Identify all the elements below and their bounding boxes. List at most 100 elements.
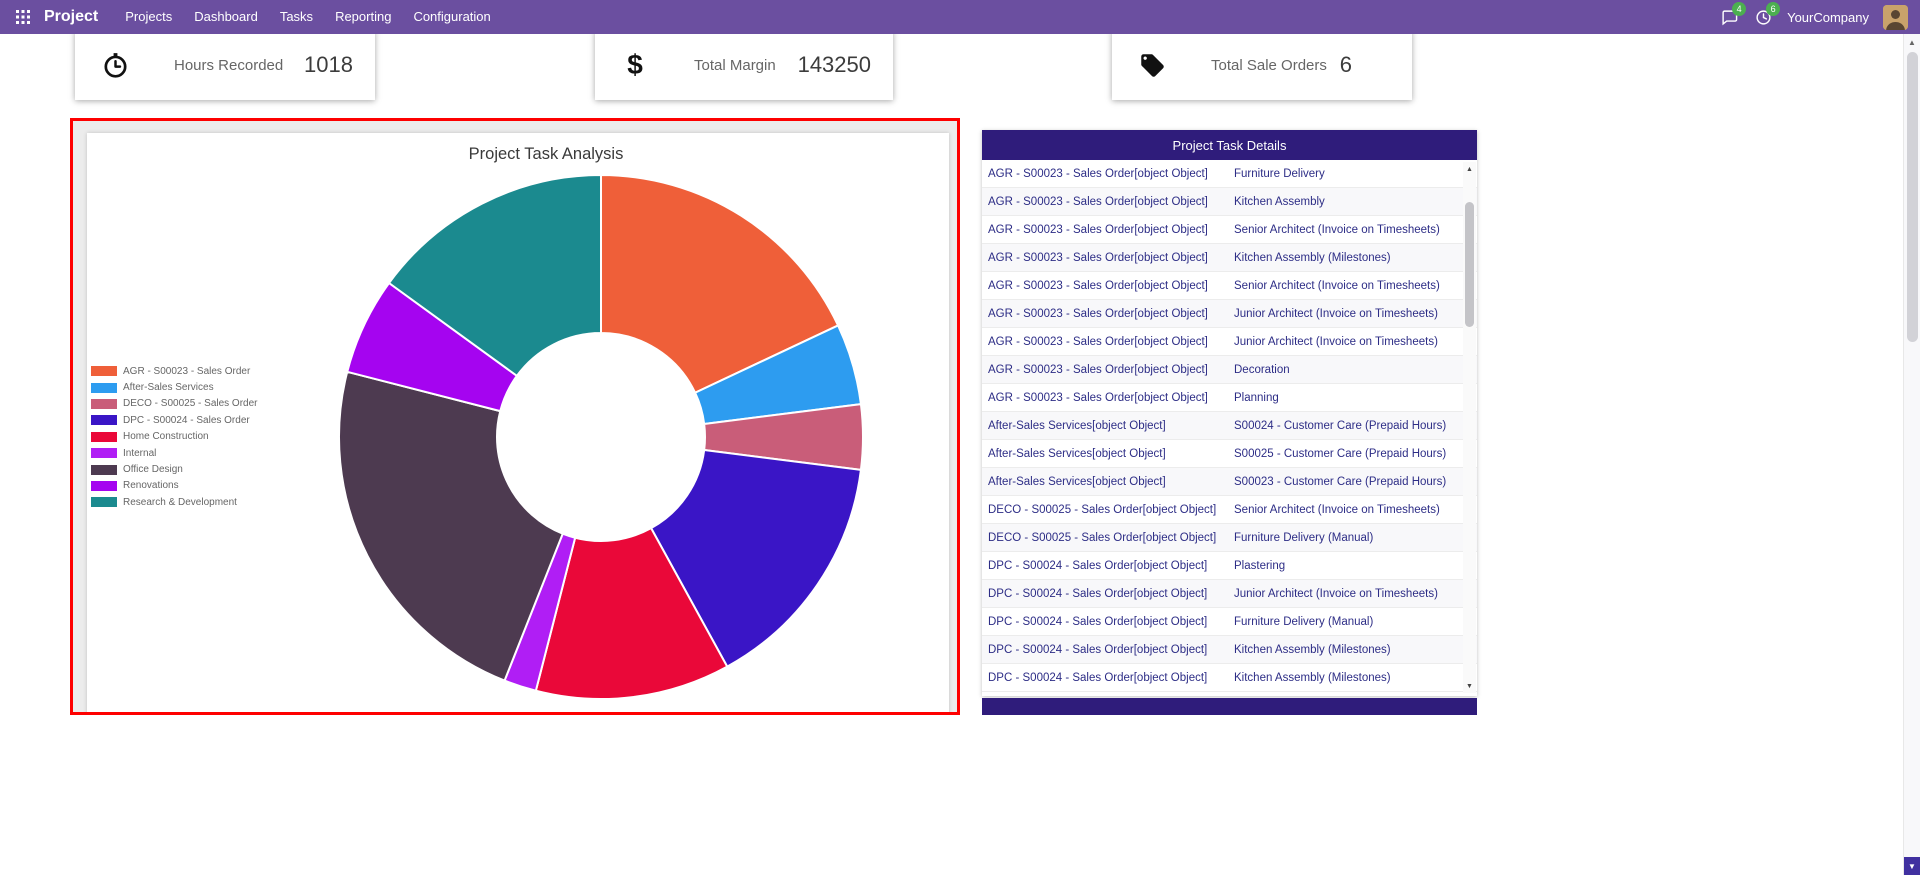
table-row: AGR - S00023 - Sales Order[object Object… <box>982 160 1477 188</box>
scroll-down-icon[interactable]: ▼ <box>1466 682 1473 690</box>
cell-task: Plastering <box>1234 559 1286 572</box>
legend-swatch <box>91 448 117 459</box>
table-row: AGR - S00023 - Sales Order[object Object… <box>982 272 1477 300</box>
legend-item[interactable]: AGR - S00023 - Sales Order <box>91 363 258 379</box>
cell-project: DECO - S00025 - Sales Order[object Objec… <box>988 503 1217 516</box>
messages-badge: 4 <box>1732 2 1747 16</box>
nav-menu-item-dashboard[interactable]: Dashboard <box>194 9 258 24</box>
table-row: After-Sales Services[object Object] S0002… <box>982 468 1477 496</box>
page-scrollbar[interactable]: ▲ ▼ <box>1903 34 1920 875</box>
company-name[interactable]: YourCompany <box>1787 9 1869 25</box>
legend-label: Office Design <box>123 464 183 476</box>
legend-item[interactable]: Renovations <box>91 478 258 494</box>
legend-swatch <box>91 398 117 409</box>
kpi-value: 143250 <box>797 52 871 77</box>
cell-task: Senior Architect (Invoice on Timesheets) <box>1234 223 1440 236</box>
messages-button[interactable]: 4 <box>1719 2 1747 27</box>
table-row: After-Sales Services[object Object] S0002… <box>982 440 1477 468</box>
table-row: DPC - S00024 - Sales Order[object Object… <box>982 552 1477 580</box>
project-task-details-panel: Project Task Details AGR - S00023 - Sale… <box>982 130 1477 696</box>
task-table[interactable]: AGR - S00023 - Sales Order[object Object… <box>982 160 1477 696</box>
table-row: DPC - S00024 - Sales Order[object Object… <box>982 608 1477 636</box>
user-avatar[interactable] <box>1883 4 1908 30</box>
table-row: AGR - S00023 - Sales Order[object Object… <box>982 300 1477 328</box>
dollar-icon: $ <box>627 49 643 80</box>
legend-label: Renovations <box>123 480 179 492</box>
donut-slice-3[interactable] <box>649 448 863 668</box>
legend-item[interactable]: DPC - S00024 - Sales Order <box>91 412 258 428</box>
nav-menu-item-configuration[interactable]: Configuration <box>413 9 491 24</box>
cell-task: Junior Architect (Invoice on Timesheets) <box>1234 335 1438 348</box>
cell-task: Kitchen Assembly <box>1234 195 1325 208</box>
cell-project: After-Sales Services[object Object] <box>988 447 1166 460</box>
cell-task: Senior Architect (Invoice on Timesheets) <box>1234 503 1440 516</box>
cell-task: Furniture Delivery (Manual) <box>1234 615 1374 628</box>
legend-item[interactable]: Office Design <box>91 461 258 477</box>
cell-project: AGR - S00023 - Sales Order[object Object… <box>988 251 1208 264</box>
table-row: DPC - S00024 - Sales Order[object Object… <box>982 636 1477 664</box>
panel-scroll-thumb[interactable] <box>1465 202 1474 327</box>
cell-task: Kitchen Assembly (Milestones) <box>1234 643 1391 656</box>
page-scroll-thumb[interactable] <box>1907 52 1918 342</box>
tags-icon <box>1137 50 1167 80</box>
nav-menu-item-tasks[interactable]: Tasks <box>279 9 314 24</box>
page-scroll-down-icon[interactable]: ▼ <box>1904 857 1920 875</box>
legend-swatch <box>91 366 117 377</box>
app-title[interactable]: Project <box>44 8 99 25</box>
table-row: AGR - S00023 - Sales Order[object Object… <box>982 216 1477 244</box>
cell-task: Kitchen Assembly (Milestones) <box>1234 251 1391 264</box>
kpi-value: 6 <box>1339 52 1352 77</box>
project-task-analysis-card: Project Task Analysis AGR - S00023 - Sal… <box>70 118 960 715</box>
kpi-card-total-margin: $ Total Margin 143250 <box>595 30 893 100</box>
activities-button[interactable]: 6 <box>1753 2 1781 27</box>
panel-scrollbar[interactable]: ▲ ▼ <box>1463 162 1476 693</box>
legend-label: AGR - S00023 - Sales Order <box>123 365 251 377</box>
table-row: AGR - S00023 - Sales Order[object Object… <box>982 244 1477 272</box>
legend-item[interactable]: Home Construction <box>91 429 258 445</box>
top-navbar: Project Projects Dashboard Tasks Reporting C… <box>0 0 1920 34</box>
cell-project: AGR - S00023 - Sales Order[object Object… <box>988 279 1208 292</box>
nav-menu-item-reporting[interactable]: Reporting <box>335 9 392 24</box>
apps-grid-icon[interactable] <box>10 4 36 30</box>
panel-header: Project Task Details <box>982 130 1477 160</box>
page-scroll-up-icon[interactable]: ▲ <box>1908 37 1916 47</box>
cell-task: Furniture Delivery (Manual) <box>1234 531 1374 544</box>
chart-canvas-area: Project Task Analysis AGR - S00023 - Sal… <box>87 133 949 712</box>
cell-task: Junior Architect (Invoice on Timesheets) <box>1234 307 1438 320</box>
legend-label: Home Construction <box>123 431 209 443</box>
navbar-right: 4 6 YourCompany <box>1719 2 1920 30</box>
cell-task: Decoration <box>1234 363 1290 376</box>
donut-slice-6[interactable] <box>337 370 565 682</box>
table-row: AGR - S00023 - Sales Order[object Object… <box>982 356 1477 384</box>
cell-task: S00023 - Customer Care (Prepaid Hours) <box>1234 475 1447 488</box>
legend-item[interactable]: Internal <box>91 445 258 461</box>
donut-slice-0[interactable] <box>600 173 840 395</box>
legend-label: Internal <box>123 447 157 459</box>
legend-item[interactable]: After-Sales Services <box>91 379 258 395</box>
clock-icon <box>100 50 130 80</box>
donut-slice-8[interactable] <box>387 173 602 378</box>
legend-label: After-Sales Services <box>123 382 214 394</box>
kpi-label: Total Sale Orders <box>1211 56 1327 74</box>
table-row: DPC - S00024 - Sales Order[object Object… <box>982 664 1477 692</box>
scroll-up-icon[interactable]: ▲ <box>1466 165 1473 173</box>
table-row: DPC - S00024 - Sales Order[object Object… <box>982 580 1477 608</box>
legend-swatch <box>91 480 117 491</box>
cell-project: AGR - S00023 - Sales Order[object Object… <box>988 335 1208 348</box>
donut-slice-4[interactable] <box>534 526 729 701</box>
nav-menu-item-projects[interactable]: Projects <box>125 9 173 24</box>
cell-project: After-Sales Services[object Object] <box>988 419 1166 432</box>
kpi-label: Hours Recorded <box>174 56 284 74</box>
cell-project: AGR - S00023 - Sales Order[object Object… <box>988 167 1208 180</box>
legend-label: DECO - S00025 - Sales Order <box>123 398 258 410</box>
doughnut-chart[interactable] <box>331 167 871 707</box>
kpi-label: Total Margin <box>694 56 776 74</box>
cell-project: AGR - S00023 - Sales Order[object Object… <box>988 391 1208 404</box>
legend-item[interactable]: DECO - S00025 - Sales Order <box>91 396 258 412</box>
legend-item[interactable]: Research & Development <box>91 494 258 510</box>
cell-project: AGR - S00023 - Sales Order[object Object… <box>988 223 1208 236</box>
legend-swatch <box>91 415 117 426</box>
legend-swatch <box>91 431 117 442</box>
navbar-left: Project Projects Dashboard Tasks Reporting C… <box>0 0 502 34</box>
cell-task: Furniture Delivery <box>1234 167 1325 180</box>
